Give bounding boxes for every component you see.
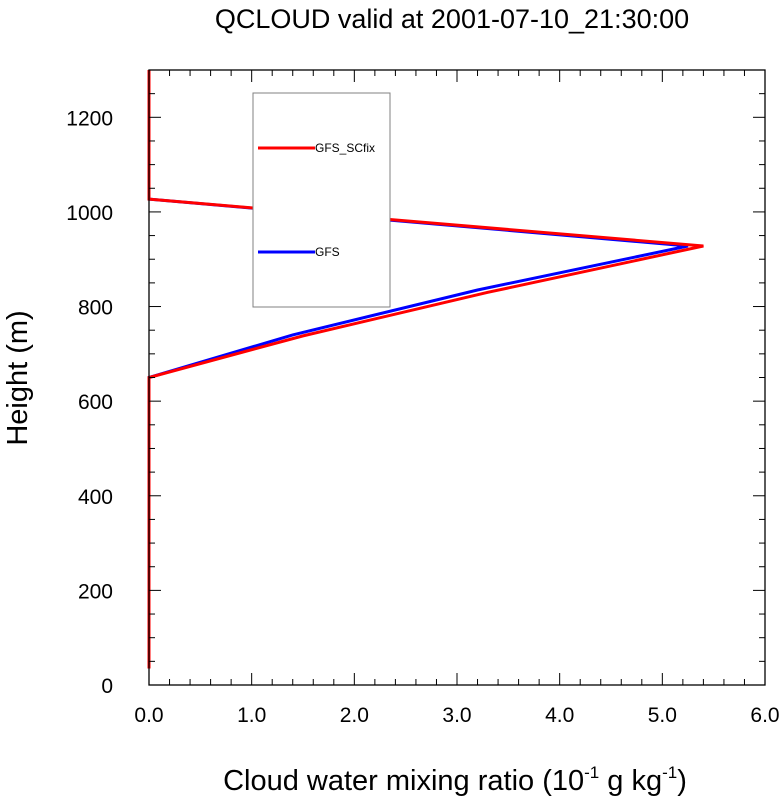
legend: GFS_SCfix GFS bbox=[252, 92, 391, 308]
chart-title: QCLOUD valid at 2001-07-10_21:30:00 bbox=[215, 4, 689, 34]
x-tick-label: 4.0 bbox=[545, 704, 574, 727]
legend-label: GFS_SCfix bbox=[315, 141, 375, 155]
x-axis-label-exponent-1: -1 bbox=[584, 763, 599, 782]
y-tick-label: 1200 bbox=[66, 107, 113, 130]
y-tick-label: 1000 bbox=[66, 202, 113, 225]
y-tick-label: 600 bbox=[78, 391, 113, 414]
series-line-gfs-scfix bbox=[147, 70, 704, 669]
plot-frame bbox=[148, 69, 766, 686]
x-axis-label-end: ) bbox=[677, 765, 687, 797]
plot-layer bbox=[147, 70, 704, 669]
y-tick-label: 400 bbox=[78, 486, 113, 509]
x-tick-label: 0.0 bbox=[134, 704, 163, 727]
x-tick-label: 3.0 bbox=[442, 704, 471, 727]
x-tick-label: 2.0 bbox=[340, 704, 369, 727]
tick-marks bbox=[148, 69, 766, 686]
y-tick-label: 200 bbox=[78, 580, 113, 603]
series-line-gfs bbox=[147, 70, 689, 669]
x-tick-label: 5.0 bbox=[648, 704, 677, 727]
legend-box bbox=[252, 92, 391, 308]
x-tick-label: 1.0 bbox=[237, 704, 266, 727]
tick-labels: 0.0 1.0 2.0 3.0 4.0 5.0 6.0 0 200 400 600 800 1000 12… bbox=[66, 107, 779, 727]
legend-label: GFS bbox=[315, 245, 340, 259]
x-axis-label-main: Cloud water mixing ratio (10 bbox=[223, 765, 584, 797]
x-tick-label: 6.0 bbox=[750, 704, 779, 727]
x-axis-label-middle: g kg bbox=[599, 765, 662, 797]
x-axis-label: Cloud water mixing ratio (10-1 g kg-1) bbox=[223, 763, 687, 797]
y-tick-label: 800 bbox=[78, 297, 113, 320]
x-axis-label-exponent-2: -1 bbox=[662, 763, 677, 782]
y-axis-label: Height (m) bbox=[2, 310, 34, 445]
y-tick-label: 0 bbox=[101, 675, 113, 698]
